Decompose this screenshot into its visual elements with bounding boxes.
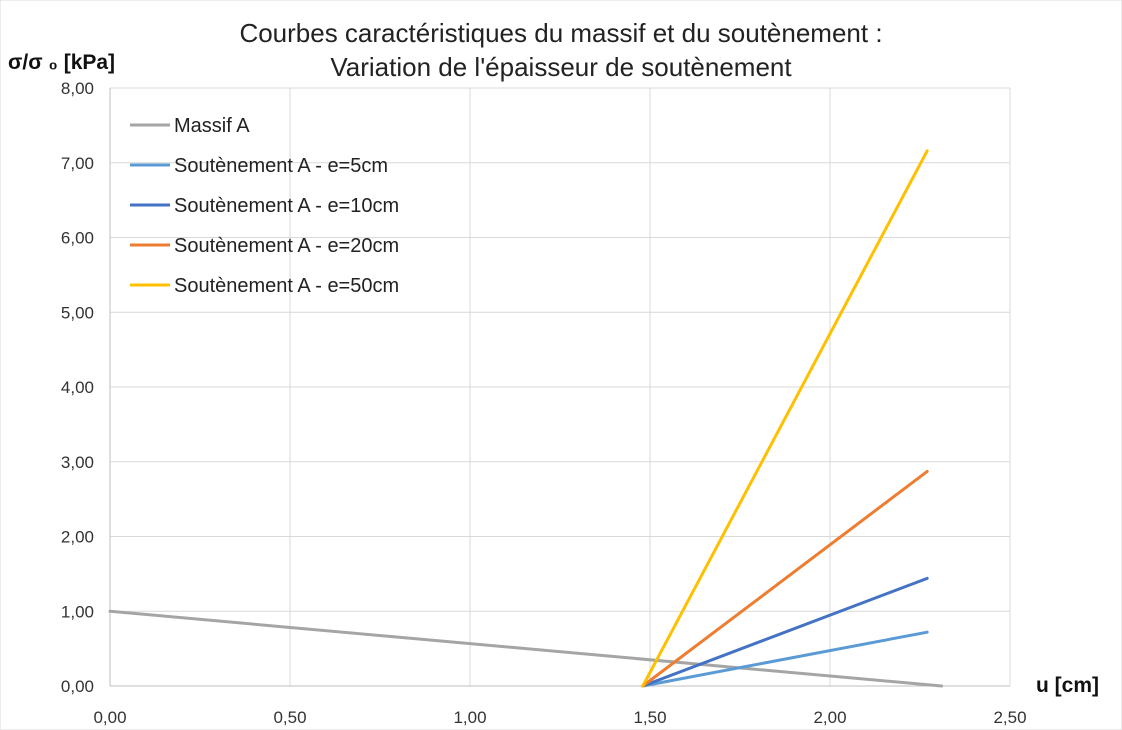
x-tick-label: 1,50 [633, 708, 666, 727]
chart-title-line1: Courbes caractéristiques du massif et du… [239, 18, 882, 48]
series-line-4 [641, 149, 929, 688]
y-tick-label: 4,00 [61, 378, 94, 397]
series-line-1 [641, 630, 929, 688]
tick-labels: 0,00 1,00 2,00 3,00 4,00 5,00 6,00 7,00 8,00 0,00… [61, 79, 1027, 727]
series-lines [108, 149, 944, 688]
legend-entry: Soutènement A - e=20cm [174, 235, 399, 257]
series-line-3 [641, 469, 929, 688]
y-tick-label: 0,00 [61, 677, 94, 696]
series-line-0 [108, 609, 944, 688]
x-tick-label: 0,50 [273, 708, 306, 727]
x-tick-label: 0,00 [93, 708, 126, 727]
y-tick-label: 5,00 [61, 303, 94, 322]
y-tick-label: 3,00 [61, 453, 94, 472]
y-tick-label: 6,00 [61, 229, 94, 248]
x-axis-label: u [cm] [1036, 674, 1099, 697]
y-axis-label: σ/σ ₀ [kPa] [8, 51, 115, 74]
series-line-2 [641, 576, 929, 688]
grid [110, 87, 1011, 686]
legend: Massif A Soutènement A - e=5cm Soutènement… [130, 115, 399, 297]
legend-entry: Soutènement A - e=10cm [174, 195, 399, 217]
chart-title-line2: Variation de l'épaisseur de soutènement [330, 52, 792, 82]
x-tick-label: 1,00 [453, 708, 486, 727]
legend-entry: Massif A [174, 115, 250, 137]
y-tick-label: 7,00 [61, 154, 94, 173]
axes [109, 88, 1010, 687]
legend-entry: Soutènement A - e=5cm [174, 155, 388, 177]
x-tick-label: 2,00 [813, 708, 846, 727]
y-tick-label: 2,00 [61, 528, 94, 547]
legend-entry: Soutènement A - e=50cm [174, 275, 399, 297]
y-tick-label: 8,00 [61, 79, 94, 98]
y-tick-label: 1,00 [61, 602, 94, 621]
x-tick-label: 2,50 [993, 708, 1026, 727]
